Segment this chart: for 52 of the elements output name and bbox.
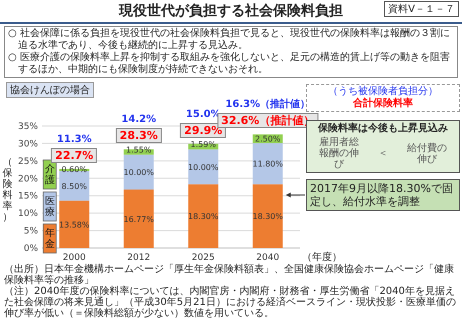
data-label: 11.80% xyxy=(252,160,284,169)
text: 16.3%（推計値） xyxy=(225,99,310,112)
x-axis-title: （年度） xyxy=(302,250,342,264)
y-tick-label: 35% xyxy=(18,122,38,132)
bar xyxy=(252,184,283,248)
y-tick-label: 20% xyxy=(18,174,38,184)
data-label: 2.50% xyxy=(255,134,281,144)
total-label: 28.3% xyxy=(116,128,162,144)
text: 保険料率は今後も上昇見込み xyxy=(318,123,448,134)
y-tick-label: 5% xyxy=(24,226,38,237)
data-label: 18.30% xyxy=(188,212,219,222)
total-label: 22.7% xyxy=(51,148,98,163)
text: 資料Ⅴ－１－７ xyxy=(384,1,459,17)
y-tick-label: 30% xyxy=(18,139,38,150)
text: 協会けんぽの場合 xyxy=(6,82,94,98)
bar xyxy=(59,200,90,248)
data-label: 10.00% xyxy=(188,162,219,172)
y-axis-title: （保険料率） xyxy=(2,157,13,223)
y-tick-label: 10% xyxy=(18,209,38,220)
x-tick-label: 2040 xyxy=(256,253,280,263)
annotation: 11.3% xyxy=(56,134,92,146)
series-label: 年金 xyxy=(44,228,56,250)
text: （出所）日本年金機構ホームページ「厚生年金保険料額表」、全国健康保険協会ホームページ「健康保険料率等の推移」 xyxy=(4,264,455,286)
y-tick-label: 25% xyxy=(18,156,38,167)
text: ○ 社会保障に係る負担を現役世代の社会保険料負担で見ると、現役世代の保険料率は報酬の３割に迫る水準であり、今後も継続的に上昇する見込み。 xyxy=(8,28,451,52)
bar xyxy=(252,143,283,184)
x-tick-label: 2025 xyxy=(192,253,215,263)
x-tick-label: 2012 xyxy=(127,253,150,263)
text: 給付費の伸び xyxy=(406,142,448,164)
data-label: 8.50% xyxy=(62,182,88,191)
text: 合計保険料率 xyxy=(353,98,413,109)
text: ○ 医療介護の保険料率上昇を抑制する取組みを強化しないと、足元の構造的賃上げ等の動きを阻害するほか、中期的にも保険制度が持続できないおそれ。 xyxy=(8,52,451,76)
series-label: 介護 xyxy=(44,164,56,186)
bar xyxy=(124,190,154,248)
bar xyxy=(188,184,218,248)
text: （注）2040年度の保険料率については、内閣官房・内閣府・財務省・厚生労働省「2040年を見据えた社会保障の将来見通し」（平成30年5月21日）における経済ベースライン・現状投影・医療単価の伸び率が低い（＝保険料総額が少ない）数値を用いている。 xyxy=(4,286,457,319)
text: 14.2% xyxy=(121,114,156,126)
y-tick-label: 15% xyxy=(18,192,38,202)
data-label: 18.30% xyxy=(252,212,284,222)
data-label: 16.77% xyxy=(123,214,154,224)
data-label: 10.00% xyxy=(123,168,154,178)
bar xyxy=(124,154,154,190)
text: （うち被保険者負担分） xyxy=(327,86,439,97)
bar xyxy=(188,149,218,184)
text: ＜ xyxy=(378,148,388,159)
text: 雇用者総報酬の伸び xyxy=(318,137,360,170)
data-label: 13.58% xyxy=(58,220,90,230)
text: 2017年9月以降18.30%で固定し、給付水準を調整 xyxy=(306,179,460,211)
series-label: 医療 xyxy=(44,196,56,218)
chart-title: 現役世代が負担する社会保険料負担 xyxy=(119,3,343,19)
y-tick-label: 0% xyxy=(24,244,38,254)
x-tick-label: 2000 xyxy=(62,253,86,263)
